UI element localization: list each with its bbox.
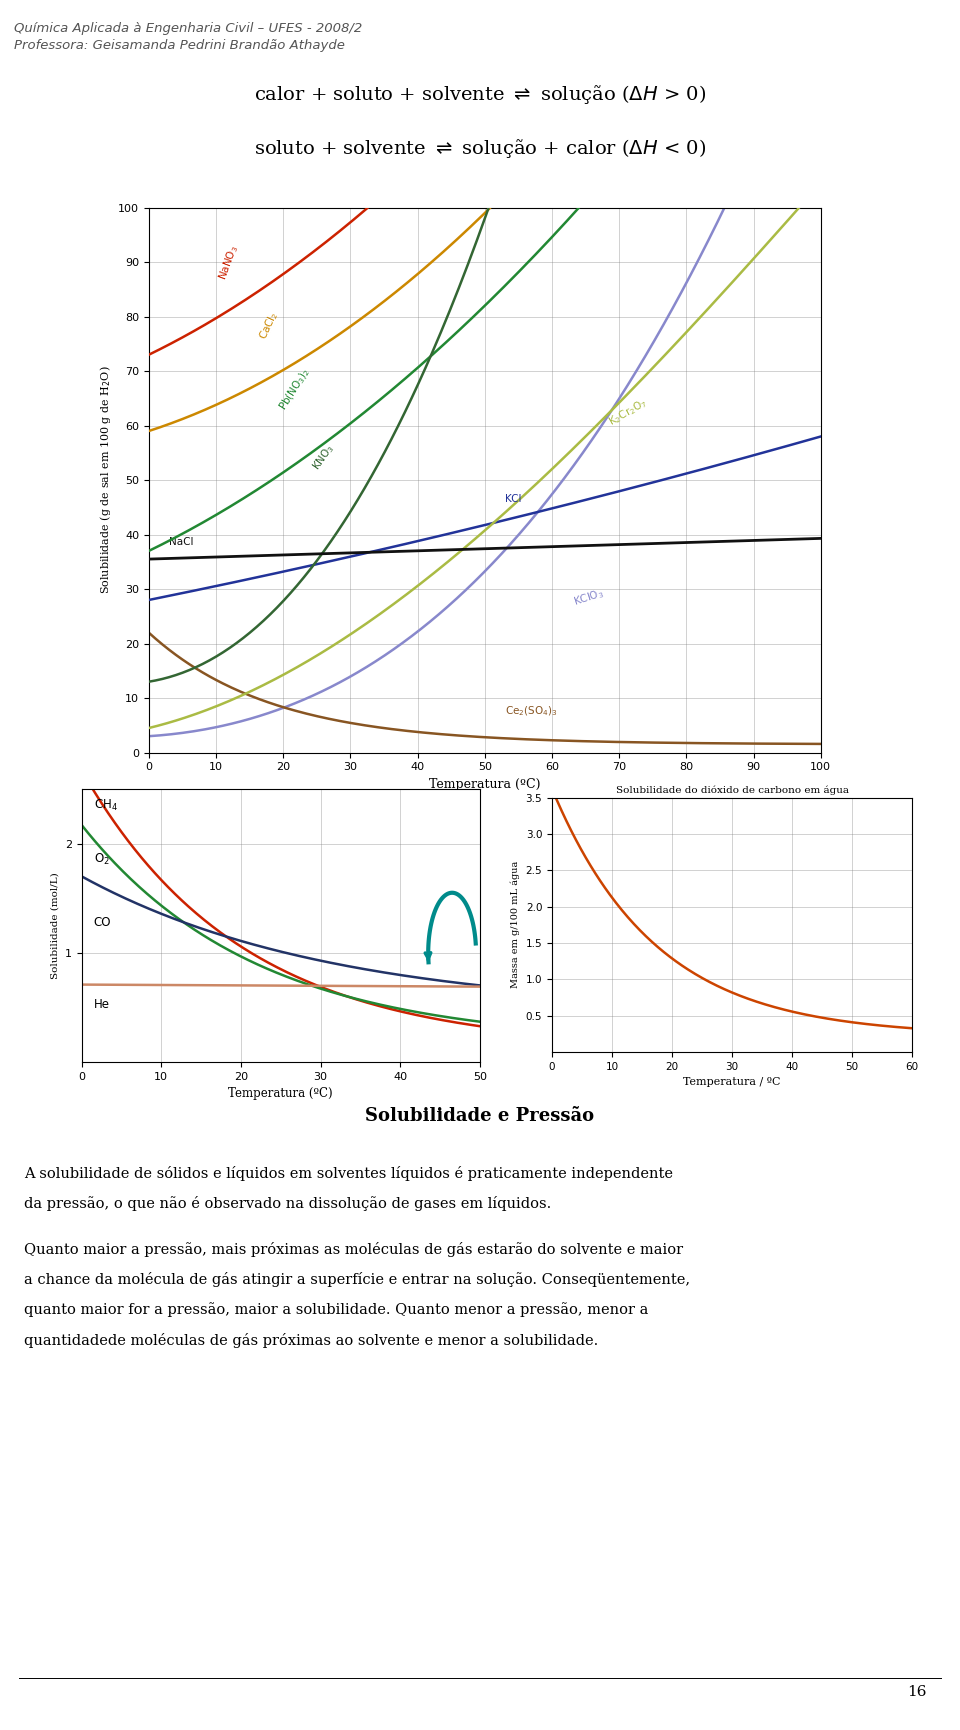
Text: Quanto maior a pressão, mais próximas as moléculas de gás estarão do solvente e : Quanto maior a pressão, mais próximas as…: [24, 1242, 684, 1256]
Text: calor + soluto + solvente $\rightleftharpoons$ solução ($\Delta H$ > 0): calor + soluto + solvente $\rightlefthar…: [254, 83, 706, 106]
Y-axis label: Solubilidade (g de sal em 100 g de H$_2$O): Solubilidade (g de sal em 100 g de H$_2$…: [98, 365, 112, 595]
X-axis label: Temperatura / ºC: Temperatura / ºC: [684, 1078, 780, 1086]
Text: CaCl$_2$: CaCl$_2$: [256, 310, 281, 343]
Y-axis label: Massa em g/100 mL água: Massa em g/100 mL água: [511, 862, 520, 988]
Text: Ce$_2$(SO$_4$)$_3$: Ce$_2$(SO$_4$)$_3$: [505, 704, 558, 718]
X-axis label: Temperatura (ºC): Temperatura (ºC): [429, 778, 540, 791]
Text: a chance da molécula de gás atingir a superfície e entrar na solução. Conseqüent: a chance da molécula de gás atingir a su…: [24, 1272, 690, 1287]
Text: NaNO$_3$: NaNO$_3$: [216, 244, 241, 282]
Text: CO: CO: [93, 915, 111, 929]
Text: CH$_4$: CH$_4$: [93, 798, 117, 813]
X-axis label: Temperatura (ºC): Temperatura (ºC): [228, 1088, 333, 1100]
Text: O$_2$: O$_2$: [93, 853, 109, 867]
Title: Solubilidade do dióxido de carbono em água: Solubilidade do dióxido de carbono em ág…: [615, 785, 849, 796]
Text: NaCl: NaCl: [169, 538, 194, 547]
Text: KNO$_3$: KNO$_3$: [310, 441, 338, 472]
Text: Química Aplicada à Engenharia Civil – UFES - 2008/2: Química Aplicada à Engenharia Civil – UF…: [14, 21, 363, 35]
Text: 16: 16: [907, 1685, 926, 1699]
Text: quanto maior for a pressão, maior a solubilidade. Quanto menor a pressão, menor : quanto maior for a pressão, maior a solu…: [24, 1303, 648, 1317]
Text: soluto + solvente $\rightleftharpoons$ solução + calor ($\Delta H$ < 0): soluto + solvente $\rightleftharpoons$ s…: [254, 137, 706, 159]
Text: KClO$_3$: KClO$_3$: [572, 586, 606, 609]
Text: quantidadede moléculas de gás próximas ao solvente e menor a solubilidade.: quantidadede moléculas de gás próximas a…: [24, 1332, 598, 1348]
Text: KCl: KCl: [505, 493, 521, 503]
Text: Professora: Geisamanda Pedrini Brandão Athayde: Professora: Geisamanda Pedrini Brandão A…: [14, 38, 346, 52]
Text: He: He: [93, 998, 109, 1010]
Text: Pb(NO$_3$)$_2$: Pb(NO$_3$)$_2$: [276, 365, 313, 413]
Text: A solubilidade de sólidos e líquidos em solventes líquidos é praticamente indepe: A solubilidade de sólidos e líquidos em …: [24, 1166, 673, 1182]
Text: da pressão, o que não é observado na dissolução de gases em líquidos.: da pressão, o que não é observado na dis…: [24, 1197, 551, 1211]
Text: K$_2$Cr$_2$O$_7$: K$_2$Cr$_2$O$_7$: [606, 396, 650, 429]
Y-axis label: Solubilidade (mol/L): Solubilidade (mol/L): [50, 872, 60, 979]
Text: Solubilidade e Pressão: Solubilidade e Pressão: [366, 1107, 594, 1124]
